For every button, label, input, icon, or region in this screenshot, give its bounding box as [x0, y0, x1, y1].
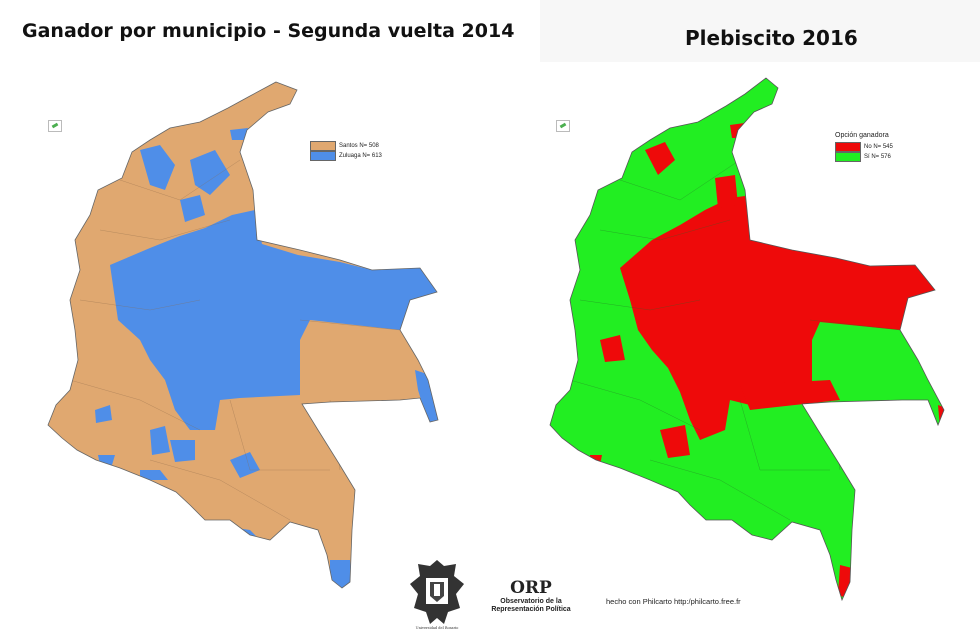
legend-label-no: No N= 545 — [864, 144, 893, 150]
legend-swatch-zuluaga — [310, 151, 336, 161]
right-legend: Opción ganadora No N= 545 Sí N= 576 — [835, 132, 893, 162]
legend-swatch-no — [835, 142, 861, 152]
colombia-map-2014 — [47, 81, 439, 589]
legend-label-zuluaga: Zuluaga N= 613 — [339, 153, 382, 159]
right-map-title: Plebiscito 2016 — [685, 26, 858, 50]
legend-title: Opción ganadora — [835, 132, 889, 139]
right-map-panel: Plebiscito 2016 Opció — [540, 0, 980, 642]
orp-line-1: Observatorio de la — [500, 598, 562, 605]
legend-item-zuluaga: Zuluaga N= 613 — [310, 151, 382, 161]
left-map-panel: Ganador por municipio - Segunda vuelta 2… — [0, 0, 540, 642]
orp-mark: ORP — [510, 578, 552, 598]
orp-line-2: Representación Política — [491, 606, 571, 613]
colombia-map-2016 — [549, 77, 945, 601]
legend-label-santos: Santos N= 508 — [339, 143, 379, 149]
left-map-title: Ganador por municipio - Segunda vuelta 2… — [22, 20, 515, 42]
footer: Universidad del Rosario ORP Observatorio… — [400, 552, 800, 642]
legend-item-si: Sí N= 576 — [835, 152, 893, 162]
legend-swatch-si — [835, 152, 861, 162]
north-arrow-icon — [48, 120, 62, 132]
university-logo: Universidad del Rosario — [404, 556, 470, 636]
university-name: Universidad del Rosario — [415, 626, 459, 630]
legend-item-santos: Santos N= 508 — [310, 141, 382, 151]
legend-label-si: Sí N= 576 — [864, 154, 891, 160]
legend-swatch-santos — [310, 141, 336, 151]
left-legend: Santos N= 508 Zuluaga N= 613 — [310, 141, 382, 161]
right-header-background — [540, 0, 980, 62]
legend-item-no: No N= 545 — [835, 142, 893, 152]
orp-logo: ORP Observatorio de la Representación Po… — [486, 578, 576, 614]
north-arrow-icon — [556, 120, 570, 132]
philcarto-credit: hecho con Philcarto http:/philcarto.free… — [606, 597, 741, 606]
crest-icon — [410, 560, 464, 624]
